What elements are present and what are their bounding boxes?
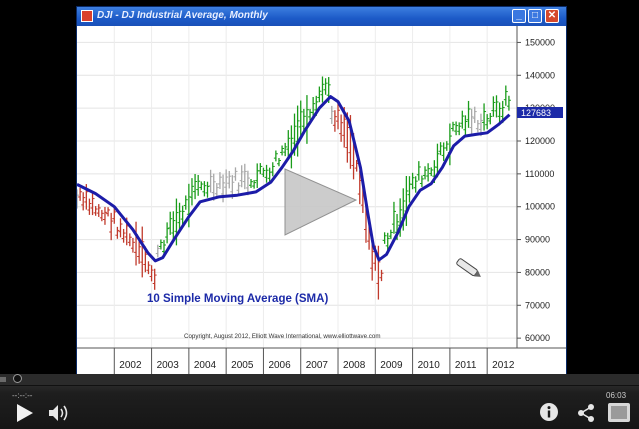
volume-icon[interactable] bbox=[48, 403, 70, 423]
duration-time: 06:03 bbox=[606, 391, 627, 400]
y-tick-label: 90000 bbox=[525, 235, 550, 245]
x-tick-label: 2004 bbox=[194, 360, 217, 371]
y-tick-label: 110000 bbox=[525, 169, 554, 179]
y-tick-label: 120000 bbox=[525, 136, 555, 146]
x-tick-label: 2010 bbox=[418, 360, 441, 371]
x-tick-label: 2005 bbox=[231, 360, 254, 371]
last-value-tag: 127683 bbox=[517, 107, 563, 118]
window-titlebar: DJI - DJ Industrial Average, Monthly _ □… bbox=[77, 7, 566, 26]
price-bars bbox=[77, 76, 511, 300]
x-tick-label: 2012 bbox=[492, 360, 515, 371]
x-tick-label: 2007 bbox=[306, 360, 329, 371]
y-tick-label: 140000 bbox=[525, 70, 555, 80]
x-tick-label: 2011 bbox=[455, 360, 477, 371]
x-tick-label: 2008 bbox=[343, 360, 366, 371]
share-icon[interactable] bbox=[576, 403, 596, 423]
x-tick-label: 2009 bbox=[380, 360, 403, 371]
play-overlay-icon[interactable] bbox=[284, 168, 358, 236]
x-tick-label: 2002 bbox=[119, 360, 142, 371]
copyright-text: Copyright, August 2012, Elliott Wave Int… bbox=[184, 333, 381, 340]
player-control-bar: --:--:-- 06:03 bbox=[0, 374, 639, 429]
info-icon[interactable] bbox=[539, 402, 559, 422]
progress-handle[interactable] bbox=[13, 374, 23, 383]
x-tick-label: 2006 bbox=[268, 360, 291, 371]
chart-annotation: 10 Simple Moving Average (SMA) bbox=[147, 293, 328, 305]
x-tick-label: 2003 bbox=[157, 360, 180, 371]
y-tick-label: 80000 bbox=[525, 267, 550, 277]
progress-bar[interactable] bbox=[0, 374, 639, 386]
sma-line bbox=[77, 95, 511, 263]
y-tick-label: 150000 bbox=[525, 37, 555, 47]
pen-icon bbox=[456, 258, 481, 277]
minimize-button[interactable]: _ bbox=[512, 9, 526, 23]
maximize-button[interactable]: □ bbox=[528, 9, 542, 23]
y-tick-label: 100000 bbox=[525, 202, 555, 212]
progress-fill bbox=[0, 377, 7, 382]
x-axis-ticks: 2002 2003 2004 2005 2006 2007 2008 2009 2010 2011… bbox=[113, 348, 515, 374]
window-title: DJI - DJ Industrial Average, Monthly bbox=[97, 10, 268, 21]
chart-window: DJI - DJ Industrial Average, Monthly _ □… bbox=[77, 7, 566, 374]
play-icon[interactable] bbox=[14, 402, 36, 424]
fullscreen-icon[interactable] bbox=[606, 401, 632, 424]
elapsed-time: --:--:-- bbox=[12, 391, 33, 400]
app-icon bbox=[81, 10, 93, 22]
chart-plot: 1500001400001300001200001100001000009000… bbox=[77, 26, 566, 374]
last-value-label: 127683 bbox=[521, 108, 551, 118]
close-button[interactable]: ✕ bbox=[545, 9, 559, 23]
y-tick-label: 60000 bbox=[525, 333, 550, 343]
y-tick-label: 70000 bbox=[525, 300, 550, 310]
